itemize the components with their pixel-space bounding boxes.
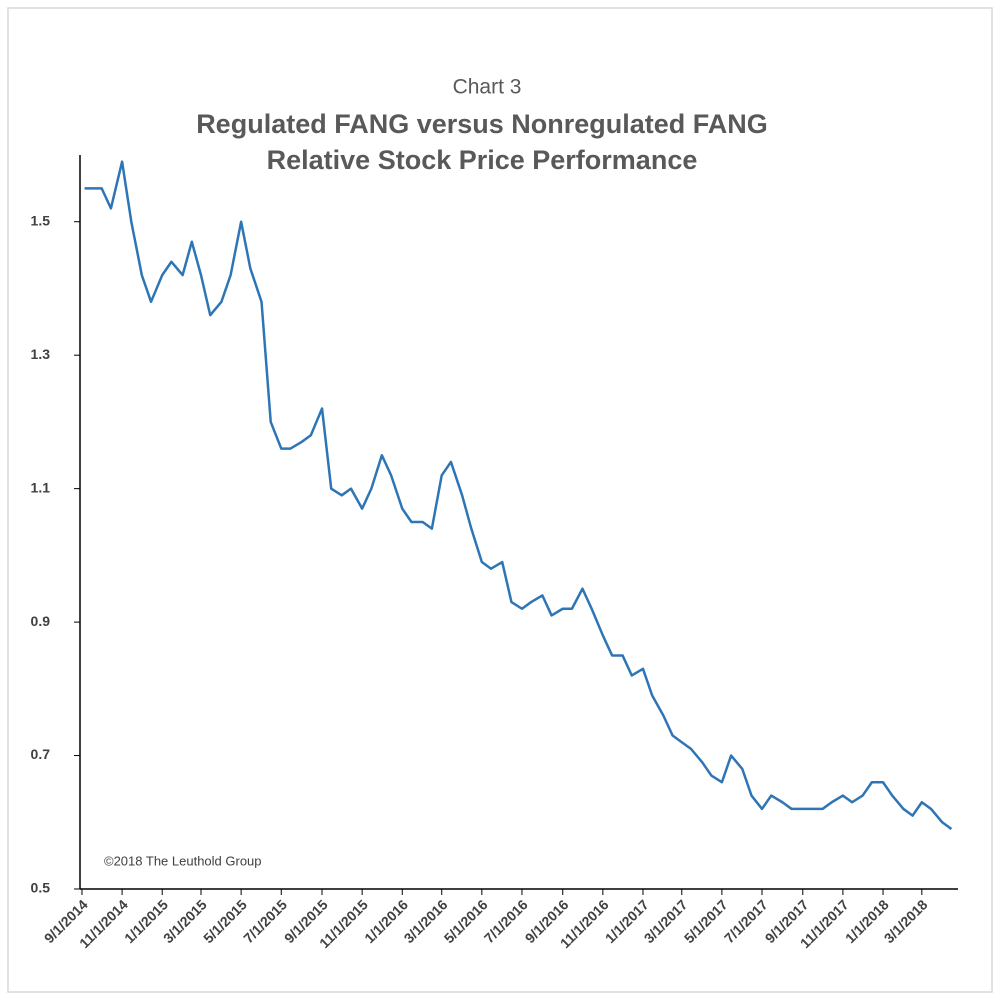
y-tick-label: 1.3 bbox=[31, 346, 51, 362]
series-line bbox=[84, 160, 953, 830]
annotation: ©2018 The Leuthold Group bbox=[104, 853, 262, 868]
y-tick-label: 0.9 bbox=[31, 613, 51, 629]
y-tick-label: 1.5 bbox=[31, 212, 51, 228]
frame bbox=[7, 7, 993, 993]
y-tick-label: 0.5 bbox=[31, 880, 51, 896]
chart-subtitle: Relative Stock Price Performance bbox=[267, 145, 698, 175]
y-tick-label: 0.7 bbox=[31, 746, 51, 762]
chart-subtitle: Regulated FANG versus Nonregulated FANG bbox=[196, 109, 768, 139]
chart-title: Chart 3 bbox=[453, 76, 522, 99]
y-tick-label: 1.1 bbox=[31, 479, 51, 495]
